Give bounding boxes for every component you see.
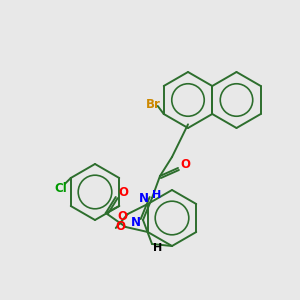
Text: H: H [153, 243, 163, 253]
Text: Cl: Cl [54, 182, 67, 194]
Text: O: O [180, 158, 190, 172]
Text: Br: Br [146, 98, 161, 110]
Text: O: O [118, 211, 128, 224]
Text: O: O [119, 187, 129, 200]
Text: N: N [139, 191, 149, 205]
Text: O: O [116, 220, 126, 232]
Text: N: N [131, 215, 141, 229]
Text: H: H [152, 190, 162, 200]
